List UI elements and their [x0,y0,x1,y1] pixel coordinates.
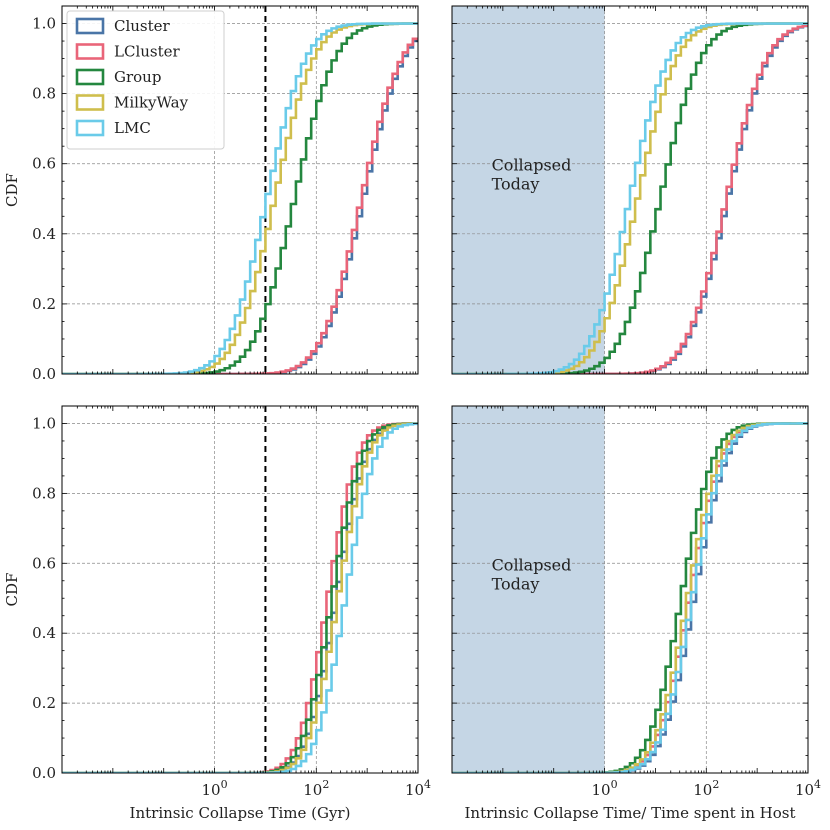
cdf-line-lmc [452,422,808,773]
y-tick-label: 0.6 [32,155,56,173]
legend-swatch-group [75,68,105,86]
cdf-line-lcluster [452,24,808,374]
legend-swatch-lmc [75,119,105,137]
legend: Cluster LCluster Group MilkyWay LMC [66,10,225,150]
x-tick-label: 100 [202,778,228,799]
collapsed-today-label: Collapsed [492,156,572,175]
legend-label-milkyway: MilkyWay [114,94,189,112]
y-tick-label: 1.0 [32,15,56,33]
x-tick-label: 104 [795,778,821,799]
y-tick-label: 0.2 [32,694,56,712]
collapsed-today-label: Collapsed [492,555,572,574]
y-tick-label: 1.0 [32,414,56,432]
axes-frame [451,5,809,375]
y-axis-label: CDF [3,573,21,607]
y-tick-label: 0.8 [32,484,56,502]
y-tick-label: 0.0 [32,365,56,383]
y-tick-label: 0.8 [32,85,56,103]
y-tick-label: 0.2 [32,295,56,313]
x-tick-label: 102 [693,778,719,799]
legend-swatch-milkyway [75,94,105,111]
panel-bottom-left: 0.0 0.2 0.4 0.6 0.8 1.0 CDF 100 102 104 Intrinsic … [3,405,431,822]
cdf-line-lcluster [62,422,418,773]
legend-label-cluster: Cluster [114,17,171,35]
legend-swatch-lcluster [75,43,105,60]
cdf-line-milkyway [62,422,418,773]
y-tick-label: 0.4 [32,225,56,243]
legend-label-lcluster: LCluster [114,43,180,61]
panel-top-left: 0.0 0.2 0.4 0.6 0.8 1.0 CDF Cluster LCluster Grou… [3,5,419,383]
x-tick-label: 102 [303,778,329,799]
axes-frame [451,405,809,774]
panel-bottom-right: 100 102 104 Intrinsic Collapse Time/ Time s… [451,405,821,822]
cdf-line-group [62,22,418,374]
axes-frame [61,5,419,375]
x-tick-label: 100 [592,778,618,799]
collapsed-today-shade [452,6,605,374]
y-tick-label: 0.4 [32,624,56,642]
collapsed-today-label: Today [492,574,540,593]
legend-swatch-cluster [75,17,105,35]
cdf-line-cluster [62,422,418,773]
legend-frame [66,10,225,150]
x-axis-label: Intrinsic Collapse Time (Gyr) [130,804,351,822]
axes-frame [61,405,419,774]
collapsed-today-label: Today [492,175,540,194]
cdf-line-group [452,422,808,773]
collapsed-today-shade [452,406,605,773]
legend-label-lmc: LMC [114,119,151,137]
legend-label-group: Group [114,68,161,86]
x-tick-label: 104 [405,778,431,799]
y-tick-label: 0.6 [32,554,56,572]
x-axis-label: Intrinsic Collapse Time/ Time spent in H… [465,804,796,822]
cdf-line-group [62,422,418,773]
y-tick-label: 0.0 [32,764,56,782]
cdf-line-lmc [62,422,418,773]
y-axis-label: CDF [3,173,21,207]
